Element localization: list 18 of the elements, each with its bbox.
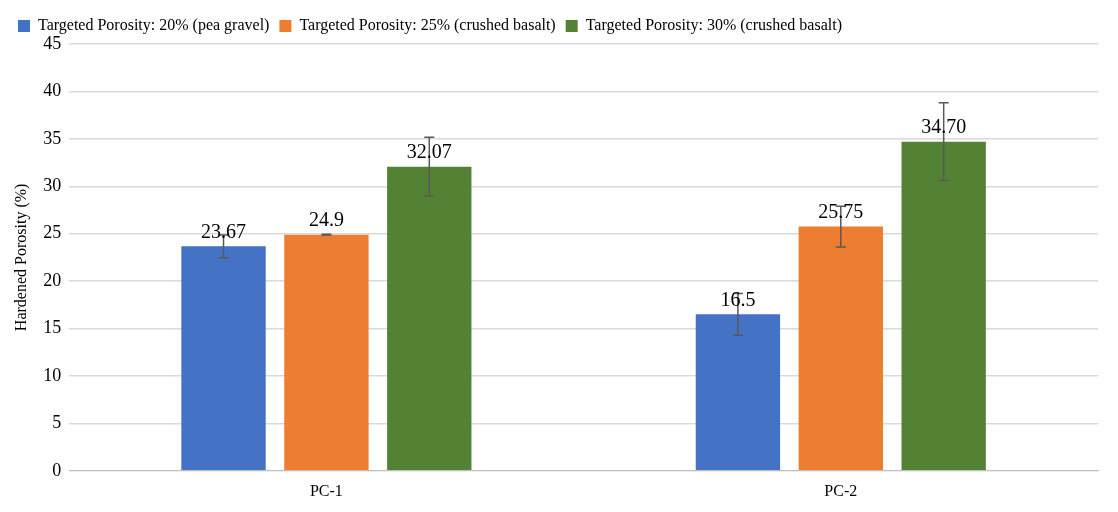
legend-label: Targeted Porosity: 20% (pea gravel) xyxy=(38,16,270,35)
y-tick-label: 35 xyxy=(43,127,62,148)
y-tick-label: 5 xyxy=(52,412,62,433)
y-tick-label: 0 xyxy=(52,459,62,480)
data-label: 23.67 xyxy=(201,219,247,242)
y-tick-label: 20 xyxy=(43,269,62,290)
x-tick-label: PC-2 xyxy=(824,481,858,499)
y-tick-label: 30 xyxy=(43,175,62,195)
y-tick-label: 10 xyxy=(43,364,62,385)
y-axis-title: Hardened Porosity (%) xyxy=(11,183,30,332)
x-tick-label: PC-1 xyxy=(309,481,343,499)
data-label: 24.9 xyxy=(308,207,344,230)
y-tick-label: 40 xyxy=(43,80,62,101)
y-tick-label: 25 xyxy=(43,222,62,243)
legend-label: Targeted Porosity: 30% (crushed basalt) xyxy=(585,16,842,35)
y-tick-label: 15 xyxy=(43,317,62,338)
data-label: 16.5 xyxy=(720,287,756,310)
legend-label: Targeted Porosity: 25% (crushed basalt) xyxy=(299,16,556,35)
